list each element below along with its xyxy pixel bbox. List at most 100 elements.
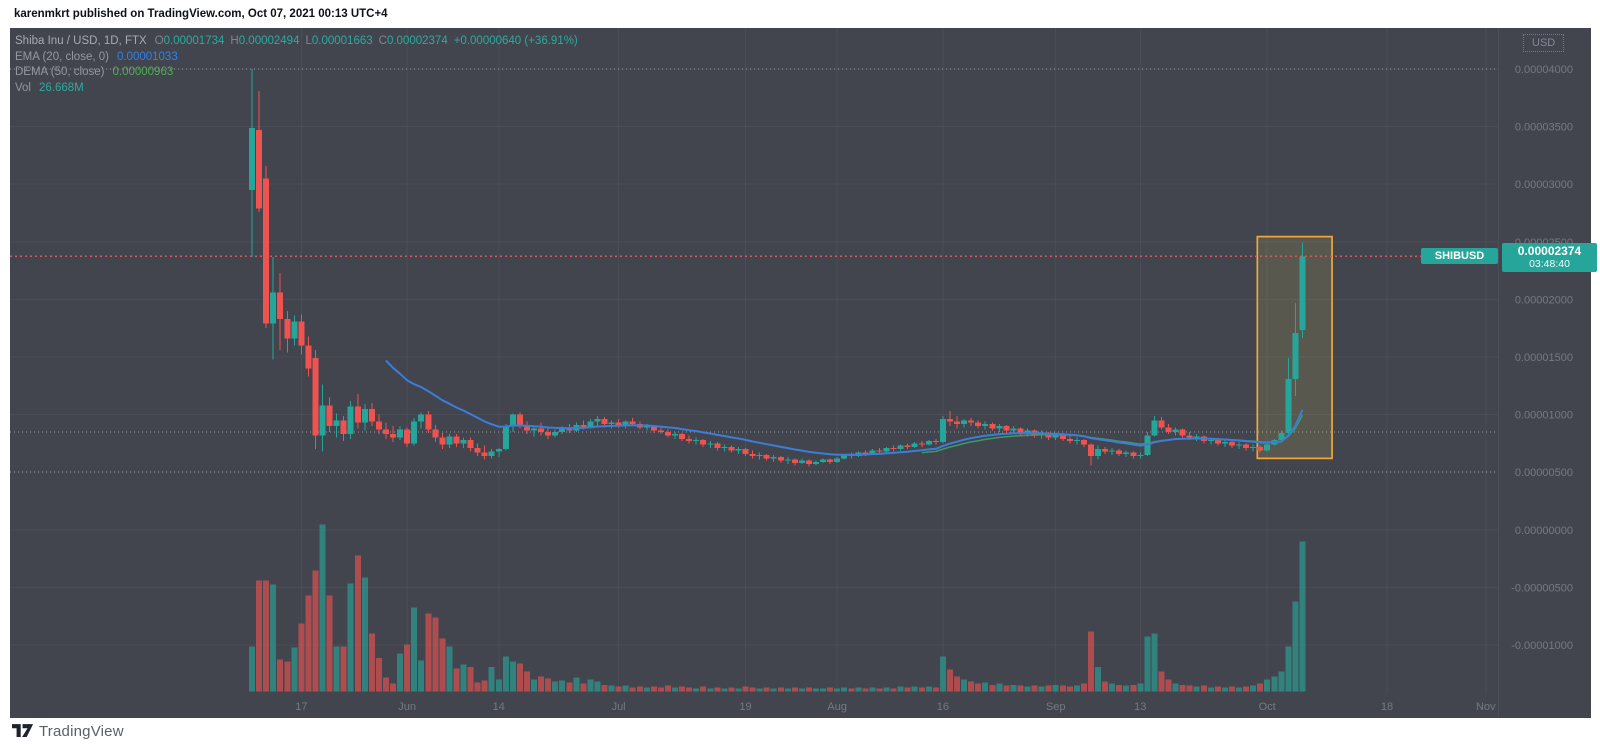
volume-bar [390, 683, 396, 692]
last-price-tag: 0.00002374 03:48:40 [1502, 243, 1597, 272]
candle-body [1221, 442, 1228, 444]
volume-bar [305, 595, 312, 692]
candle-body [982, 423, 989, 427]
volume-bar [1045, 685, 1052, 692]
candle-body [418, 414, 425, 422]
low-value: 0.00001663 [311, 35, 373, 47]
candle-body [1116, 450, 1123, 454]
candle-body [1130, 452, 1137, 457]
volume-bar [742, 686, 749, 692]
volume-bar [714, 687, 721, 692]
candle-body [615, 422, 622, 425]
candle-body [439, 437, 446, 445]
volume-bar [1264, 679, 1271, 692]
chart-canvas[interactable]: 0.000040000.000035000.000030000.00002500… [10, 28, 1591, 718]
candle-body [707, 443, 714, 445]
volume-bar [904, 687, 911, 692]
candle-body [1080, 439, 1087, 445]
candle-body [1017, 428, 1024, 434]
volume-bar [411, 607, 418, 692]
volume-bar [1080, 683, 1087, 692]
legend-ema-row: EMA (20, close, 0) 0.00001033 [15, 50, 578, 66]
volume-bar [601, 684, 608, 692]
dema-label: DEMA (50, close) [15, 66, 105, 79]
time-tick-label: 17 [295, 701, 307, 713]
candle-body [312, 358, 319, 436]
tradingview-brand-text[interactable]: TradingView [39, 723, 124, 740]
chart-panel: 0.000040000.000035000.000030000.00002500… [10, 28, 1597, 718]
candle-body [883, 448, 890, 452]
time-tick-label: 18 [1381, 701, 1393, 713]
volume-bar [925, 686, 932, 692]
volume-bar [277, 659, 284, 692]
candle-body [1285, 378, 1292, 434]
candle-body [961, 420, 968, 424]
volume-bar [1137, 683, 1144, 692]
candle-body [813, 461, 819, 465]
candles [249, 69, 1306, 467]
candle-body [918, 443, 925, 445]
volume-bar [664, 685, 671, 692]
change-value: +0.00000640 (+36.91%) [453, 35, 578, 47]
high-key: H [230, 35, 239, 47]
volume-bar [672, 687, 678, 692]
volume-bar [1158, 671, 1165, 692]
candle-body [580, 424, 587, 428]
volume-bar [545, 678, 552, 692]
volume-bar [361, 577, 368, 692]
candle-body [876, 450, 883, 452]
legend-dema-row: DEMA (50, close) 0.00000963 [15, 65, 578, 81]
candle-body [397, 429, 404, 438]
candle-body [756, 454, 763, 457]
candle-body [770, 457, 777, 459]
candle-body [679, 434, 686, 439]
volume-bar [728, 687, 735, 692]
volume-label: Vol [15, 82, 31, 95]
volume-bar [636, 686, 643, 692]
candle-body [939, 419, 946, 443]
time-tick-label: Jul [612, 701, 626, 713]
volume-bar [770, 688, 777, 692]
candle-body [1158, 420, 1165, 428]
volume-bar [418, 660, 425, 692]
volume-bar [291, 647, 298, 692]
tradingview-logo-icon[interactable] [12, 723, 34, 740]
candle-body [467, 439, 474, 449]
candle-body [291, 321, 298, 339]
volume-bar [326, 595, 333, 692]
candle-body [643, 426, 650, 428]
legend-main-row: Shiba Inu / USD, 1D, FTX O0.00001734 H0.00… [15, 34, 578, 50]
volume-bar [707, 688, 714, 692]
volume-bar [876, 688, 883, 692]
candle-body [425, 414, 432, 430]
volume-bar [946, 669, 953, 692]
price-tick-label: -0.00001000 [1511, 640, 1573, 652]
volume-bar [827, 687, 834, 692]
last-price-value: 0.00002374 [1517, 244, 1582, 258]
candle-body [841, 454, 848, 459]
volume-bar [918, 687, 925, 692]
candle-body [594, 419, 601, 422]
volume-bar [354, 555, 361, 692]
candle-body [1207, 439, 1214, 442]
candle-body [728, 446, 735, 451]
volume-bar [502, 656, 509, 692]
high-value: 0.00002494 [238, 35, 300, 47]
volume-bar [869, 687, 876, 692]
volume-bar [629, 687, 636, 692]
volume-bar [756, 688, 763, 692]
candle-body [545, 431, 552, 436]
candle-body [1250, 446, 1257, 449]
volume-bar [968, 681, 975, 692]
candle-body [700, 439, 707, 445]
time-tick-label: Aug [827, 701, 847, 713]
price-tick-label: 0.00004000 [1515, 64, 1573, 76]
candle-body [390, 434, 396, 438]
time-tick-label: 19 [739, 701, 751, 713]
candle-body [1052, 434, 1059, 438]
candle-body [1059, 434, 1066, 439]
volume-bar [425, 613, 432, 692]
volume-bar [749, 687, 756, 692]
volume-bar [932, 687, 939, 692]
candle-body [404, 429, 411, 444]
